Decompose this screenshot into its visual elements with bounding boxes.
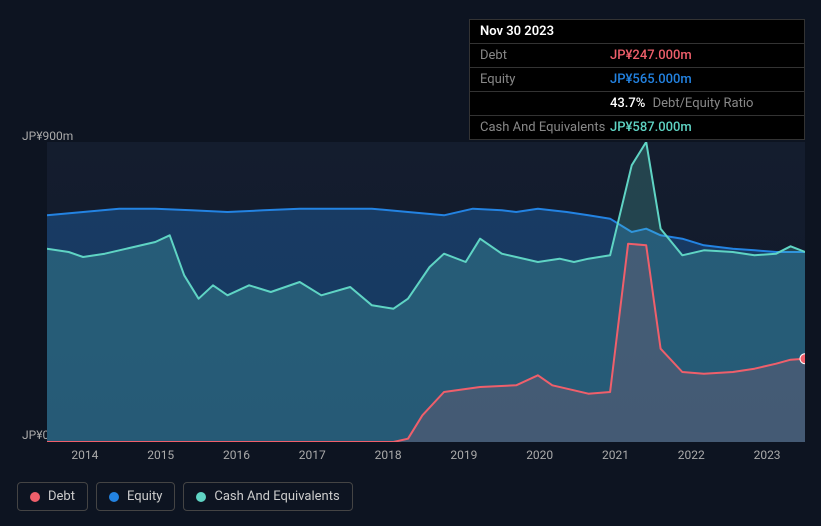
tooltip-label: Equity <box>480 72 610 87</box>
chart-tooltip: Nov 30 2023 Debt JP¥247.000m Equity JP¥5… <box>469 19 805 140</box>
tooltip-value: JP¥247.000m <box>610 48 692 63</box>
legend-label: Debt <box>48 489 75 504</box>
tooltip-row: Cash And Equivalents JP¥587.000m <box>470 116 804 139</box>
x-tick-label: 2020 <box>502 448 578 464</box>
tooltip-date: Nov 30 2023 <box>480 24 554 39</box>
legend-dot-icon <box>109 492 119 502</box>
tooltip-label: Debt <box>480 48 610 63</box>
tooltip-label <box>480 96 610 111</box>
legend-dot-icon <box>196 492 206 502</box>
x-tick-label: 2015 <box>123 448 199 464</box>
chart-legend: Debt Equity Cash And Equivalents <box>17 482 353 511</box>
tooltip-row: Debt JP¥247.000m <box>470 44 804 68</box>
legend-item[interactable]: Debt <box>17 482 88 511</box>
tooltip-label: Cash And Equivalents <box>480 120 610 135</box>
x-tick-label: 2016 <box>199 448 275 464</box>
tooltip-value: JP¥565.000m <box>610 72 692 87</box>
tooltip-row: Equity JP¥565.000m <box>470 68 804 92</box>
x-tick-label: 2021 <box>578 448 654 464</box>
x-tick-label: 2022 <box>653 448 729 464</box>
legend-dot-icon <box>30 492 40 502</box>
x-axis: 2014201520162017201820192020202120222023 <box>47 448 805 464</box>
chart-svg <box>47 142 805 442</box>
y-axis-min-label: JP¥0 <box>22 428 49 442</box>
tooltip-row: 43.7% Debt/Equity Ratio <box>470 92 804 116</box>
y-axis-max-label: JP¥900m <box>22 129 73 143</box>
x-tick-label: 2018 <box>350 448 426 464</box>
x-tick-label: 2023 <box>729 448 805 464</box>
tooltip-value: JP¥587.000m <box>610 120 692 135</box>
chart-plot-area[interactable] <box>47 142 805 442</box>
x-tick-label: 2019 <box>426 448 502 464</box>
legend-label: Cash And Equivalents <box>214 489 339 504</box>
legend-item[interactable]: Cash And Equivalents <box>183 482 352 511</box>
x-tick-label: 2017 <box>274 448 350 464</box>
tooltip-suffix: Debt/Equity Ratio <box>653 96 754 111</box>
legend-label: Equity <box>127 489 162 504</box>
tooltip-value: 43.7% <box>610 96 645 111</box>
legend-item[interactable]: Equity <box>96 482 175 511</box>
tooltip-date-row: Nov 30 2023 <box>470 20 804 44</box>
x-tick-label: 2014 <box>47 448 123 464</box>
